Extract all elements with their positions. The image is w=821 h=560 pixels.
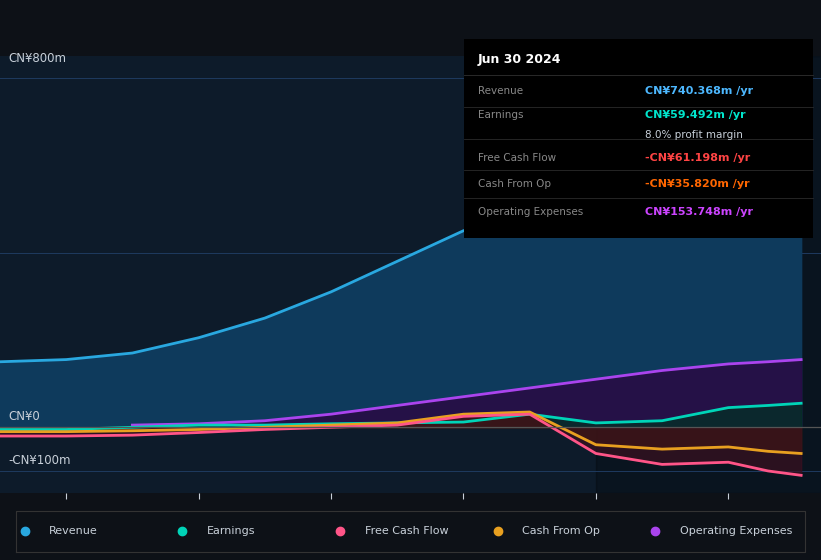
Text: Cash From Op: Cash From Op [478, 179, 551, 189]
Text: CN¥59.492m /yr: CN¥59.492m /yr [645, 110, 746, 120]
Text: CN¥800m: CN¥800m [8, 52, 67, 65]
Text: Free Cash Flow: Free Cash Flow [365, 526, 448, 536]
Text: Operating Expenses: Operating Expenses [680, 526, 792, 536]
Text: CN¥0: CN¥0 [8, 410, 40, 423]
Text: Revenue: Revenue [49, 526, 98, 536]
Text: -CN¥61.198m /yr: -CN¥61.198m /yr [645, 153, 750, 164]
Text: -CN¥35.820m /yr: -CN¥35.820m /yr [645, 179, 750, 189]
Text: Free Cash Flow: Free Cash Flow [478, 153, 556, 164]
Text: 8.0% profit margin: 8.0% profit margin [645, 129, 743, 139]
Text: CN¥153.748m /yr: CN¥153.748m /yr [645, 207, 754, 217]
Text: Cash From Op: Cash From Op [522, 526, 600, 536]
Text: -CN¥100m: -CN¥100m [8, 454, 71, 466]
Bar [596, 56, 821, 493]
Text: Earnings: Earnings [478, 110, 523, 120]
Text: CN¥740.368m /yr: CN¥740.368m /yr [645, 86, 754, 96]
Text: Revenue: Revenue [478, 86, 523, 96]
Text: Operating Expenses: Operating Expenses [478, 207, 583, 217]
Text: Jun 30 2024: Jun 30 2024 [478, 53, 562, 66]
Text: Earnings: Earnings [207, 526, 255, 536]
